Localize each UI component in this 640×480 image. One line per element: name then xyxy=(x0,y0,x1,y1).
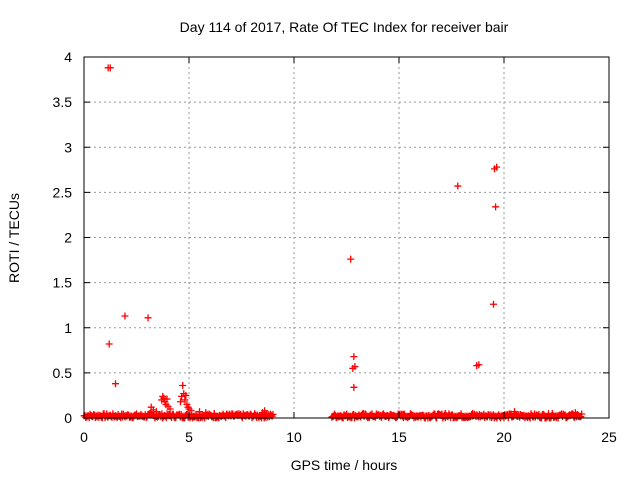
y-tick-label: 1.5 xyxy=(53,275,73,291)
data-point xyxy=(152,408,160,416)
data-point xyxy=(399,410,407,418)
data-point xyxy=(187,407,195,415)
data-point xyxy=(571,409,579,417)
y-tick-label: 3.5 xyxy=(53,94,73,110)
chart-title: Day 114 of 2017, Rate Of TEC Index for r… xyxy=(180,19,509,35)
data-point xyxy=(263,409,271,417)
x-tick-label: 5 xyxy=(185,429,193,445)
data-point xyxy=(166,405,174,413)
x-tick-label: 25 xyxy=(601,429,617,445)
data-point xyxy=(112,380,119,388)
data-point xyxy=(350,383,358,391)
x-tick-label: 0 xyxy=(80,429,88,445)
data-point xyxy=(163,395,171,403)
y-tick-label: 1 xyxy=(64,320,72,336)
y-tick-label: 2.5 xyxy=(53,184,73,200)
x-tick-label: 10 xyxy=(286,429,302,445)
axis-ticks: 0 5 10 15 20 25 0 0.5 1 1.5 2 2.5 3 3.5 4 xyxy=(53,49,617,445)
data-point xyxy=(105,340,113,348)
data-point xyxy=(179,382,187,390)
data-point xyxy=(492,203,500,211)
data-point xyxy=(181,396,189,404)
data-point xyxy=(182,391,190,399)
data-point xyxy=(196,408,203,416)
data-point xyxy=(511,408,518,416)
data-point xyxy=(454,182,462,190)
data-point xyxy=(548,409,556,417)
data-point xyxy=(106,64,114,72)
data-points xyxy=(104,64,579,418)
data-point xyxy=(359,409,367,417)
y-axis-label: ROTI / TECUs xyxy=(6,193,22,283)
data-point xyxy=(350,353,358,361)
data-point xyxy=(493,163,501,171)
data-point xyxy=(469,409,476,417)
y-tick-label: 0 xyxy=(64,410,72,426)
grid-lines xyxy=(84,57,609,418)
baseline-point xyxy=(269,410,277,418)
y-tick-label: 2 xyxy=(64,230,72,246)
data-point xyxy=(441,409,449,417)
data-point xyxy=(490,300,497,308)
data-point xyxy=(347,255,355,263)
y-tick-label: 4 xyxy=(64,49,72,65)
data-point xyxy=(160,394,168,402)
data-point xyxy=(210,409,218,417)
data-point xyxy=(144,314,152,322)
data-point xyxy=(351,363,359,371)
data-point xyxy=(475,361,483,369)
data-point xyxy=(121,312,129,320)
baseline-point xyxy=(578,410,586,418)
y-tick-label: 3 xyxy=(64,139,72,155)
data-point xyxy=(177,398,185,406)
data-point xyxy=(202,409,210,417)
x-tick-label: 20 xyxy=(496,429,512,445)
x-axis-label: GPS time / hours xyxy=(291,457,398,473)
x-tick-label: 15 xyxy=(391,429,407,445)
y-tick-label: 0.5 xyxy=(53,365,73,381)
